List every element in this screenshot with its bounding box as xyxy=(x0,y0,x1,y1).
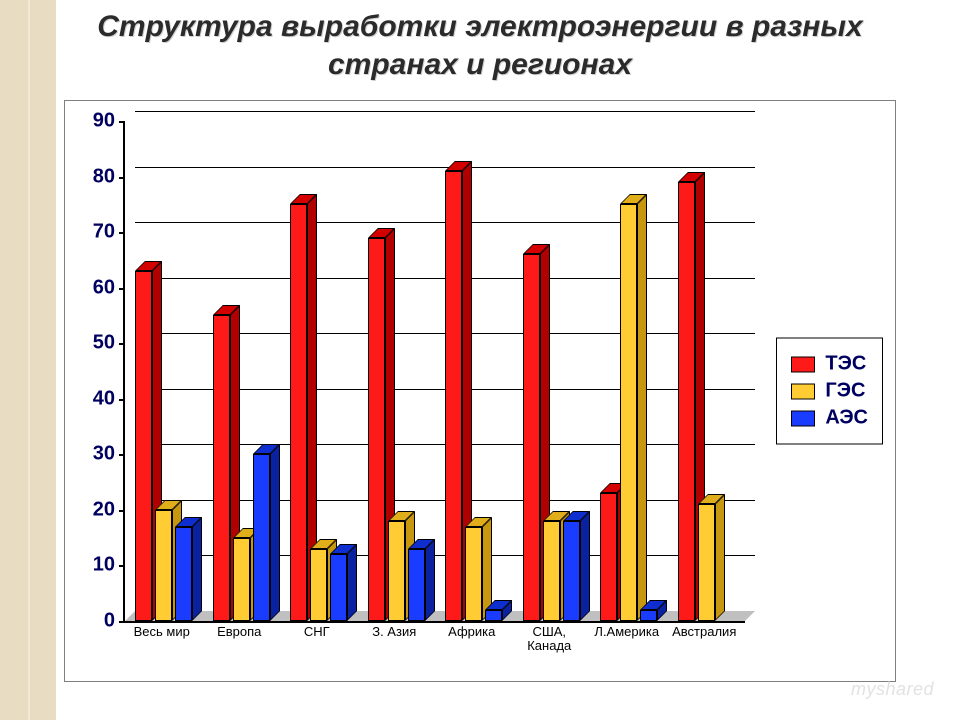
y-tick xyxy=(119,343,125,345)
legend-label: ГЭС xyxy=(825,380,865,403)
y-tick xyxy=(119,565,125,567)
x-axis-label: З. Азия xyxy=(356,625,434,639)
bar-АЭС xyxy=(330,554,347,621)
y-axis-label: 40 xyxy=(93,387,115,410)
bar-ГЭС xyxy=(155,510,172,621)
y-tick xyxy=(119,510,125,512)
y-tick xyxy=(119,454,125,456)
legend-label: ТЭС xyxy=(825,353,866,376)
legend-swatch xyxy=(791,410,815,426)
bar-ТЭС xyxy=(600,493,617,621)
bar-ГЭС xyxy=(543,521,560,621)
bar-ТЭС xyxy=(368,238,385,621)
bar-ТЭС xyxy=(213,315,230,621)
y-axis-label: 70 xyxy=(93,221,115,244)
y-tick xyxy=(119,288,125,290)
legend: ТЭС ГЭС АЭС xyxy=(776,338,883,445)
x-axis-label: Австралия xyxy=(666,625,744,639)
bar-ГЭС xyxy=(388,521,405,621)
legend-item: ГЭС xyxy=(791,380,868,403)
bar-АЭС xyxy=(253,454,270,621)
bar-ТЭС xyxy=(523,254,540,621)
legend-swatch xyxy=(791,383,815,399)
y-axis-label: 30 xyxy=(93,443,115,466)
y-axis-label: 50 xyxy=(93,332,115,355)
bar-ГЭС xyxy=(465,527,482,621)
y-axis-label: 60 xyxy=(93,276,115,299)
legend-label: АЭС xyxy=(825,407,868,430)
bar-ТЭС xyxy=(678,182,695,621)
x-axis-label: Африка xyxy=(433,625,511,639)
bar-АЭС xyxy=(563,521,580,621)
x-axis-labels: Весь мирЕвропаСНГЗ. АзияАфрикаСША,Канада… xyxy=(123,625,743,673)
title-line-1: Структура выработки электроэнергии в раз… xyxy=(97,10,862,43)
y-tick xyxy=(119,399,125,401)
watermark: myshared xyxy=(851,679,934,700)
title-line-2: странах и регионах xyxy=(328,48,632,81)
bar-АЭС xyxy=(175,527,192,621)
y-axis-label: 80 xyxy=(93,165,115,188)
bar-ГЭС xyxy=(620,204,637,621)
x-axis-label: Л.Америка xyxy=(588,625,666,639)
bar-ГЭС xyxy=(698,504,715,621)
legend-swatch xyxy=(791,356,815,372)
bar-ТЭС xyxy=(445,171,462,621)
y-axis-label: 20 xyxy=(93,498,115,521)
bar-АЭС xyxy=(485,610,502,621)
gridline xyxy=(135,167,755,168)
x-axis-label: США,Канада xyxy=(511,625,589,654)
y-axis-label: 0 xyxy=(104,610,115,633)
y-tick xyxy=(119,232,125,234)
legend-item: АЭС xyxy=(791,407,868,430)
left-decor-strip xyxy=(0,0,56,720)
bar-ТЭС xyxy=(290,204,307,621)
legend-item: ТЭС xyxy=(791,353,868,376)
chart-plot-area: 0102030405060708090 xyxy=(123,121,745,623)
bar-ТЭС xyxy=(135,271,152,621)
y-tick xyxy=(119,121,125,123)
gridline xyxy=(135,111,755,112)
y-axis-label: 10 xyxy=(93,554,115,577)
bar-АЭС xyxy=(408,549,425,621)
page-title: Структура выработки электроэнергии в раз… xyxy=(0,8,960,83)
y-axis-label: 90 xyxy=(93,110,115,133)
bar-ГЭС xyxy=(233,538,250,621)
x-axis-label: СНГ xyxy=(278,625,356,639)
chart-frame: 0102030405060708090 Весь мирЕвропаСНГЗ. … xyxy=(64,100,896,682)
y-tick xyxy=(119,621,125,623)
x-axis-label: Весь мир xyxy=(123,625,201,639)
y-tick xyxy=(119,177,125,179)
x-axis-label: Европа xyxy=(201,625,279,639)
bar-АЭС xyxy=(640,610,657,621)
bar-ГЭС xyxy=(310,549,327,621)
